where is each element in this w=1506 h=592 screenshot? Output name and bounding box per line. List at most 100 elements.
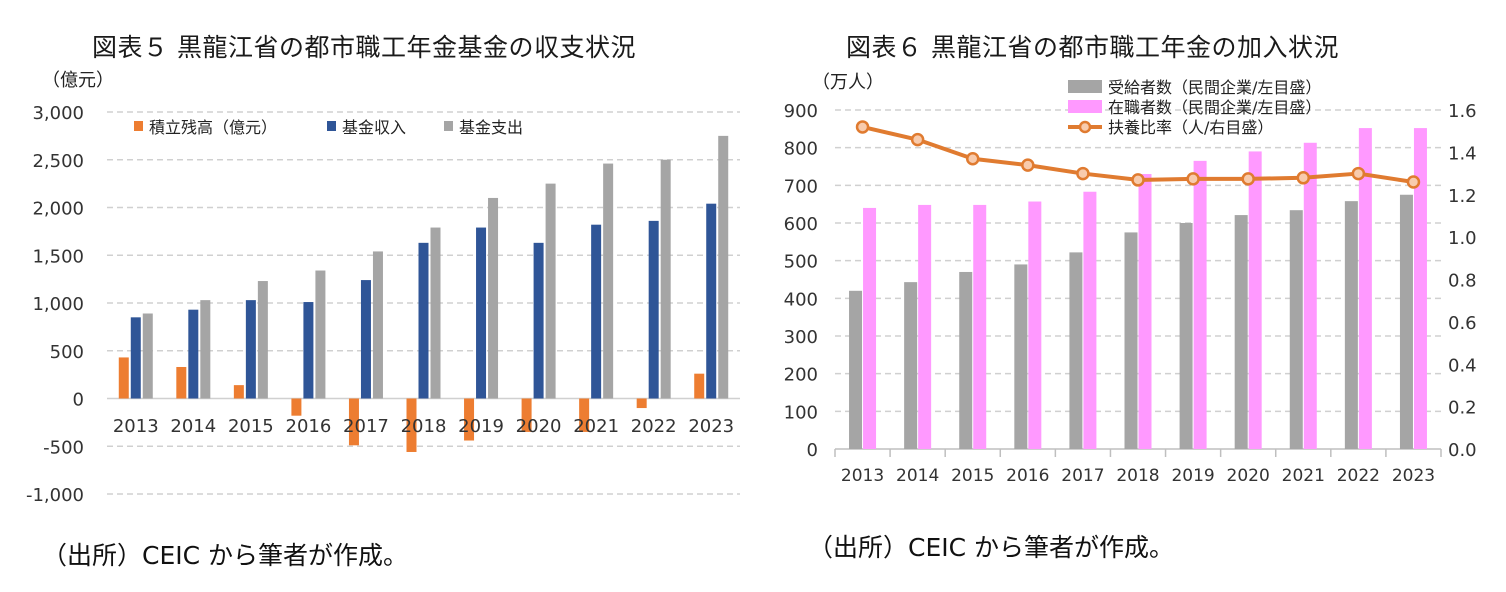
y-tick-label: 100 [784, 402, 818, 423]
bar-2 [603, 163, 614, 399]
x-tick-label: 2018 [1116, 466, 1159, 486]
y-tick-label: 0 [73, 390, 84, 411]
bar-0 [959, 271, 973, 449]
y2-tick-label: 1.6 [1448, 101, 1477, 122]
y2-tick-label: 0.2 [1448, 398, 1477, 419]
x-tick-label: 2019 [458, 416, 504, 437]
bar-1 [863, 207, 877, 449]
bar-1 [533, 242, 544, 399]
chart-title: 図表５ 黒龍江省の都市職工年金基金の収支状況 [92, 33, 636, 62]
source-note: （出所）CEIC から筆者が作成。 [42, 541, 409, 570]
chart-panel-fund-balance: 図表５ 黒龍江省の都市職工年金基金の収支状況 （億元） -1,000 -500 0 5… [26, 33, 740, 570]
legend-swatch [1068, 80, 1102, 93]
legend-marker [1078, 120, 1092, 134]
x-tick-label: 2022 [1337, 466, 1380, 486]
y-tick-label: 500 [784, 252, 818, 273]
x-tick-label: 2014 [170, 416, 216, 437]
y-tick-label: 900 [784, 101, 818, 122]
y-axis-unit-label: （万人） [812, 72, 884, 93]
legend-label: 在職者数（民間企業/左目盛） [1108, 98, 1321, 117]
ratio-point [1406, 175, 1421, 189]
legend-label: 積立残高（億元） [149, 118, 277, 137]
y-tick-label: 2,500 [32, 151, 84, 172]
y-tick-label: 400 [784, 289, 818, 310]
legend-label: 扶養比率（人/右目盛） [1108, 118, 1273, 137]
bar-2 [430, 227, 441, 399]
bar-2 [142, 313, 153, 399]
bar-1 [418, 242, 429, 399]
bar-0 [636, 398, 647, 409]
legend-label: 受給者数（民間企業/左目盛） [1108, 78, 1321, 97]
y-tick-label: 700 [784, 176, 818, 197]
bar-2 [372, 251, 383, 399]
bar-1 [476, 227, 487, 399]
y2-tick-label: 0.0 [1448, 440, 1477, 461]
bar-1 [918, 204, 932, 449]
x-tick-label: 2021 [573, 416, 619, 437]
bar-1 [1413, 128, 1427, 449]
x-tick-label: 2022 [631, 416, 677, 437]
source-note: （出所）CEIC から筆者が作成。 [808, 533, 1175, 562]
bar-1 [1138, 174, 1152, 450]
bar-1 [360, 280, 371, 399]
bar-2 [257, 281, 268, 399]
bar-1 [648, 220, 659, 399]
x-tick-label: 2013 [113, 416, 159, 437]
bar-0 [118, 357, 129, 399]
x-tick-label: 2016 [1006, 466, 1049, 486]
x-tick-label: 2020 [1227, 466, 1270, 486]
x-tick-label: 2015 [228, 416, 274, 437]
bar-0 [1289, 210, 1303, 449]
x-tick-label: 2023 [688, 416, 734, 437]
bar-0 [1399, 194, 1413, 449]
legend-swatch [444, 121, 453, 131]
bar-2 [545, 183, 556, 399]
bar-1 [1358, 128, 1372, 449]
y-tick-label: 2,000 [32, 199, 84, 220]
ratio-point [1241, 172, 1255, 186]
y-axis-unit-label: （億元） [42, 70, 114, 91]
fund-balance-chart: -1,000 -500 0 500 1,000 1,500 2,000 2,500 3,000 2… [26, 103, 740, 506]
x-tick-label: 2015 [951, 466, 994, 486]
bar-0 [406, 398, 417, 452]
chart-title: 図表６ 黒龍江省の都市職工年金の加入状況 [846, 33, 1339, 62]
legend-swatch [134, 121, 143, 131]
y-tick-label: 1,500 [32, 246, 84, 267]
y2-tick-label: 1.0 [1448, 228, 1477, 249]
x-tick-label: 2017 [343, 416, 389, 437]
chart-panel-enrollment: 図表６ 黒龍江省の都市職工年金の加入状況 （万人） 0 100 200 300 400 5… [760, 0, 1506, 592]
y-tick-label: 500 [50, 342, 84, 363]
y-tick-label: 200 [784, 365, 818, 386]
bar-0 [233, 385, 244, 399]
bar-0 [694, 373, 705, 399]
bar-1 [245, 300, 256, 399]
y2-tick-label: 1.4 [1448, 143, 1477, 164]
y-tick-label: 0 [807, 440, 818, 461]
bar-1 [1248, 151, 1262, 449]
legend-label: 基金支出 [459, 118, 523, 137]
ratio-point [1021, 158, 1035, 172]
bar-2 [315, 270, 326, 399]
bar-1 [1193, 160, 1207, 449]
x-tick-label: 2016 [286, 416, 332, 437]
bar-0 [1069, 252, 1083, 449]
bar-0 [579, 398, 590, 432]
ratio-point [965, 151, 980, 166]
bar-2 [488, 197, 499, 399]
legend-swatch [1068, 100, 1102, 113]
bar-0 [521, 398, 532, 432]
x-tick-label: 2013 [841, 466, 884, 486]
ratio-point [1131, 173, 1145, 187]
y2-tick-label: 1.2 [1448, 186, 1477, 207]
bar-0 [1234, 215, 1248, 449]
ratio-point [1296, 171, 1311, 185]
bar-1 [130, 317, 141, 399]
y-tick-label: -500 [43, 437, 84, 458]
bar-1 [591, 224, 602, 399]
bar-2 [718, 135, 729, 399]
y2-tick-label: 0.8 [1448, 271, 1477, 292]
bar-0 [291, 398, 302, 416]
ratio-point [855, 120, 870, 134]
y-tick-label: 3,000 [32, 103, 84, 124]
bar-0 [348, 398, 359, 446]
